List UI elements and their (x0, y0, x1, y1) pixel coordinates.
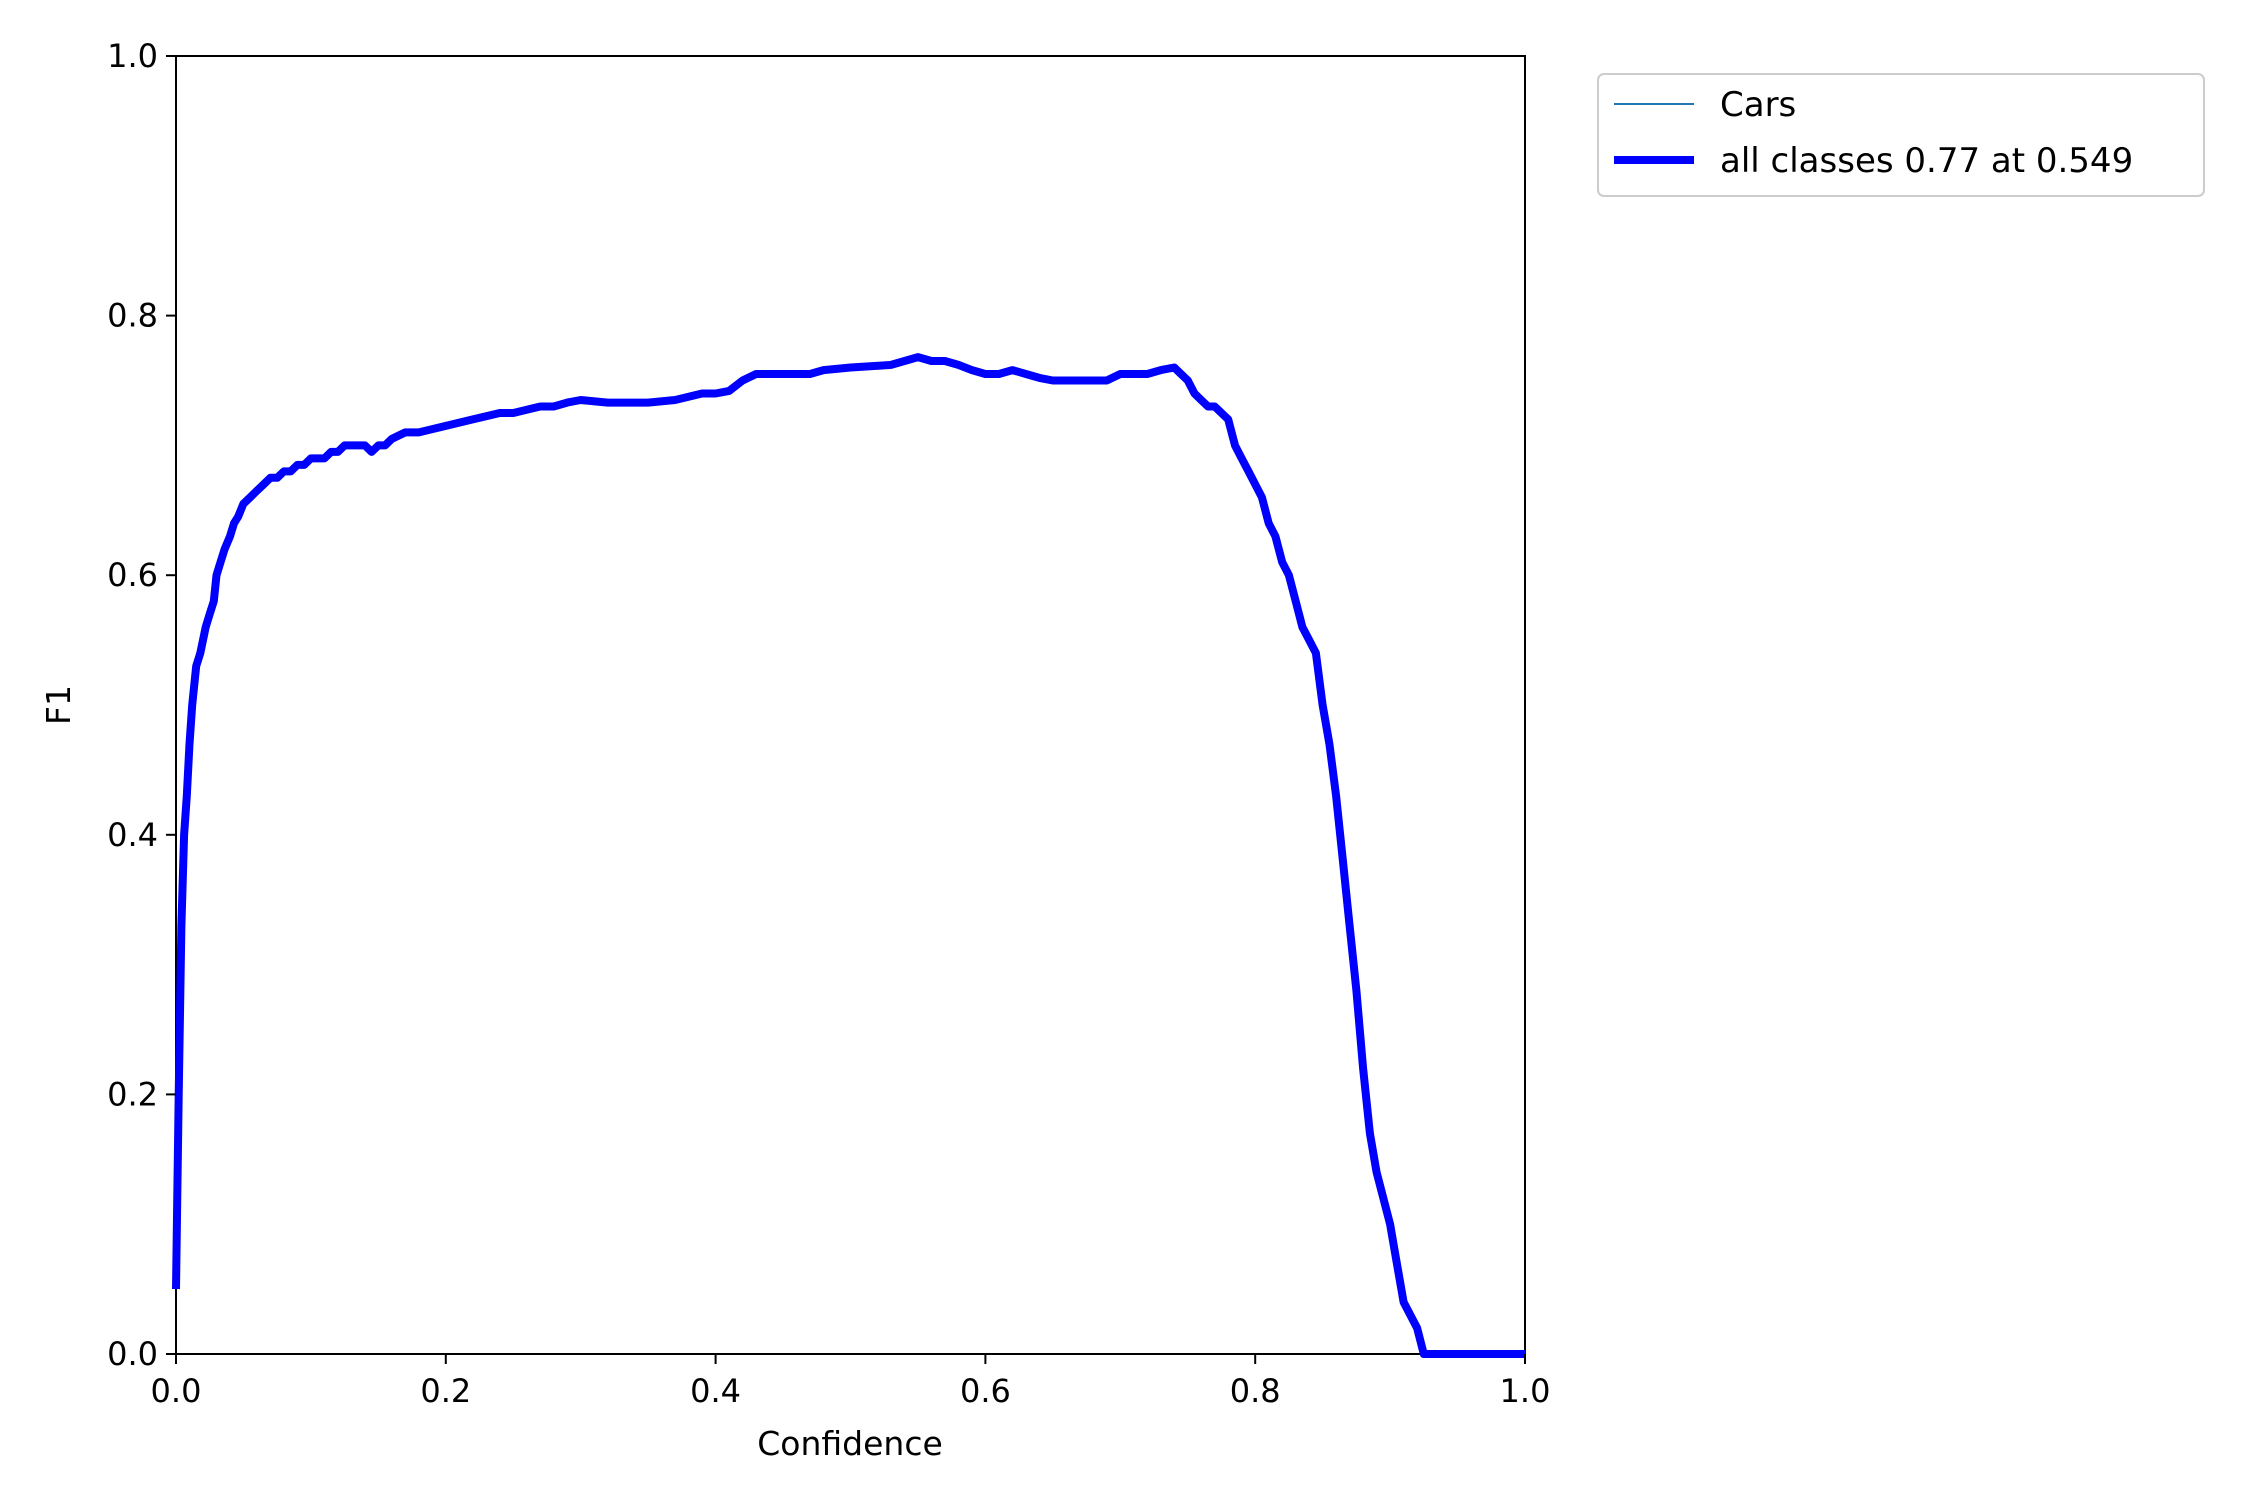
series-layer (172, 353, 1525, 1358)
legend: Cars all classes 0.77 at 0.549 (1597, 73, 2205, 197)
y-tick-label: 0.6 (107, 556, 158, 594)
y-tick-label: 1.0 (107, 37, 158, 75)
legend-label-cars: Cars (1720, 85, 1796, 125)
y-tick-label: 0.4 (107, 816, 158, 854)
series-line-all-classes (172, 353, 1525, 1358)
x-tick-label: 1.0 (1500, 1372, 1551, 1410)
x-axis-ticks: 0.0 0.2 0.4 0.6 0.8 1.0 (151, 1354, 1551, 1410)
y-tick-label: 0.2 (107, 1075, 158, 1113)
x-tick-label: 0.0 (151, 1372, 202, 1410)
y-axis-label: F1 (39, 685, 78, 725)
x-tick-label: 0.4 (690, 1372, 741, 1410)
plot-frame (175, 55, 1526, 1355)
y-tick-label: 0.8 (107, 297, 158, 335)
legend-box (1597, 73, 2205, 197)
x-axis-label: Confidence (757, 1424, 943, 1463)
plot-area (172, 55, 1526, 1358)
x-tick-label: 0.2 (420, 1372, 471, 1410)
x-tick-label: 0.6 (960, 1372, 1011, 1410)
y-tick-label: 0.0 (107, 1335, 158, 1373)
legend-label-all-classes: all classes 0.77 at 0.549 (1720, 141, 2133, 181)
x-tick-label: 0.8 (1230, 1372, 1281, 1410)
y-axis-ticks: 0.0 0.2 0.4 0.6 0.8 1.0 (107, 37, 176, 1373)
